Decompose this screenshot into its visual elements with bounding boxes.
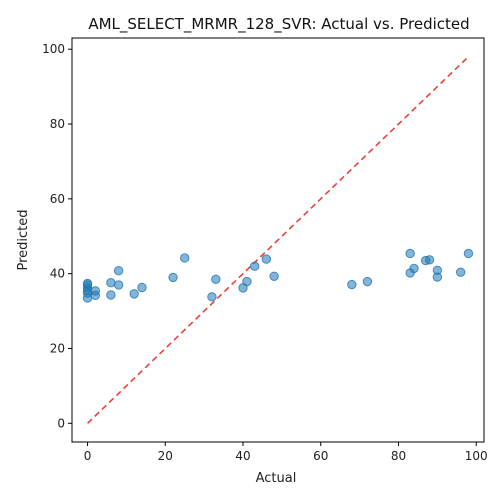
data-point — [424, 255, 435, 265]
data-point — [82, 278, 93, 289]
x-tick-label: 0 — [84, 449, 92, 463]
data-point — [249, 261, 260, 271]
x-tick-label: 80 — [391, 449, 406, 463]
data-point — [409, 263, 419, 274]
data-point — [362, 276, 373, 287]
data-point — [242, 276, 252, 287]
y-axis: 0 20 40 60 80 100 — [42, 42, 72, 430]
data-point — [269, 271, 279, 281]
x-axis-label: Actual — [256, 471, 297, 486]
data-point — [106, 277, 116, 288]
data-point — [113, 280, 124, 290]
data-point — [463, 248, 474, 259]
y-tick-label: 60 — [50, 192, 65, 206]
data-point — [261, 254, 272, 264]
reference-line — [86, 56, 470, 424]
data-point — [129, 289, 139, 299]
data-point — [180, 253, 190, 263]
data-point — [137, 282, 147, 293]
x-tick-label: 60 — [313, 449, 328, 463]
x-tick-label: 20 — [158, 449, 173, 463]
plot-frame — [71, 37, 485, 443]
x-axis: 0 20 40 60 80 100 — [84, 442, 488, 463]
data-point — [455, 267, 466, 277]
data-point — [113, 265, 124, 276]
chart-title: AML_SELECT_MRMR_128_SVR: Actual vs. Pred… — [88, 15, 469, 34]
data-point — [106, 290, 116, 300]
y-tick-label: 40 — [50, 267, 65, 281]
y-tick-label: 20 — [50, 341, 65, 355]
y-tick-label: 100 — [42, 42, 65, 56]
data-point — [90, 286, 101, 296]
x-tick-label: 100 — [465, 449, 488, 463]
x-tick-label: 40 — [235, 449, 250, 463]
data-point — [207, 292, 217, 302]
y-tick-label: 0 — [57, 416, 65, 430]
data-point — [168, 272, 178, 283]
y-axis-label: Predicted — [16, 209, 31, 270]
plot-area — [71, 37, 485, 443]
data-point — [211, 274, 221, 284]
data-point — [347, 279, 357, 290]
data-point — [405, 248, 415, 259]
y-tick-label: 80 — [50, 117, 65, 131]
data-point — [432, 272, 443, 282]
